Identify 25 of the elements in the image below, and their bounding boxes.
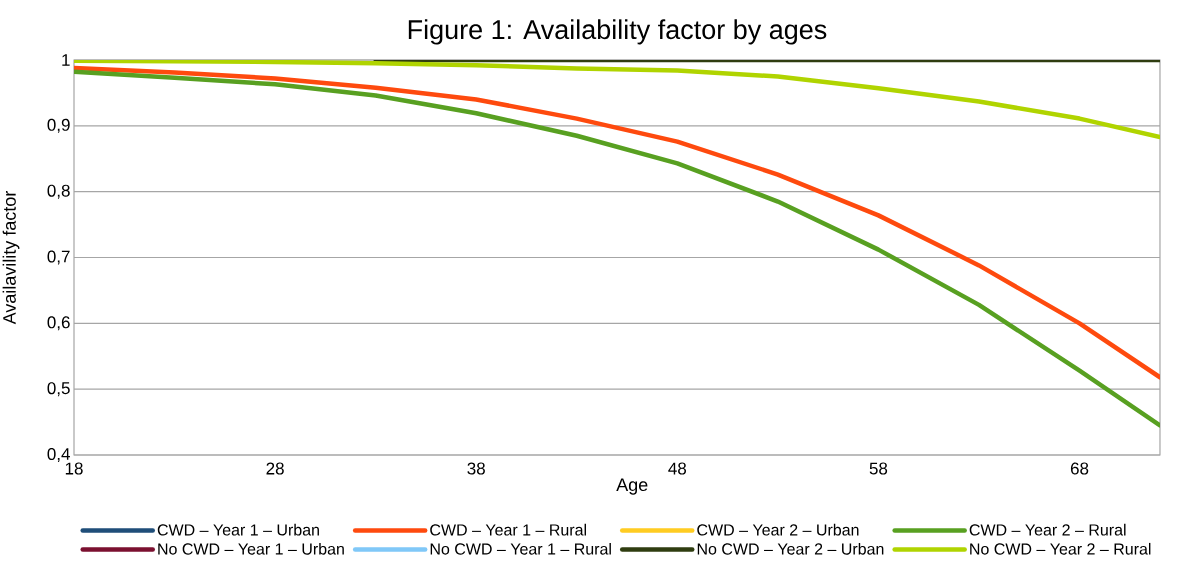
legend-label: CWD – Year 1 – Urban bbox=[157, 523, 319, 536]
x-tick-label: 58 bbox=[869, 462, 888, 475]
x-tick-label: 68 bbox=[1070, 462, 1089, 475]
x-axis-title: Age bbox=[616, 478, 648, 495]
y-tick-label: 0,7 bbox=[47, 250, 70, 265]
legend-label: No CWD – Year 1 – Urban bbox=[158, 542, 344, 555]
x-tick-label: 18 bbox=[65, 462, 83, 475]
y-tick-label: 0,5 bbox=[47, 382, 70, 397]
legend-label: CWD – Year 1 – Rural bbox=[430, 523, 586, 536]
y-tick-label: 0,8 bbox=[47, 184, 70, 199]
x-tick-label: 38 bbox=[467, 462, 485, 475]
chart-title: Figure 1: Availability factor by ages bbox=[408, 19, 827, 45]
x-tick-label: 28 bbox=[266, 462, 284, 475]
legend-label: No CWD – Year 2 – Rural bbox=[970, 542, 1151, 555]
line-series bbox=[74, 60, 1160, 140]
y-axis-title: Availavility factor bbox=[2, 190, 20, 325]
y-tick-label: 0,9 bbox=[47, 118, 70, 133]
y-tick-label: 0,6 bbox=[47, 316, 70, 331]
y-tick-label: 0,4 bbox=[47, 447, 70, 463]
legend-label: CWD – Year 2 – Rural bbox=[969, 523, 1126, 536]
y-tick-label: 1 bbox=[62, 54, 70, 66]
x-tick-label: 48 bbox=[668, 462, 687, 475]
legend-label: CWD – Year 2 – Urban bbox=[697, 523, 859, 536]
legend-label: No CWD – Year 2 – Urban bbox=[697, 542, 884, 555]
legend-label: No CWD – Year 1 – Rural bbox=[430, 542, 611, 555]
